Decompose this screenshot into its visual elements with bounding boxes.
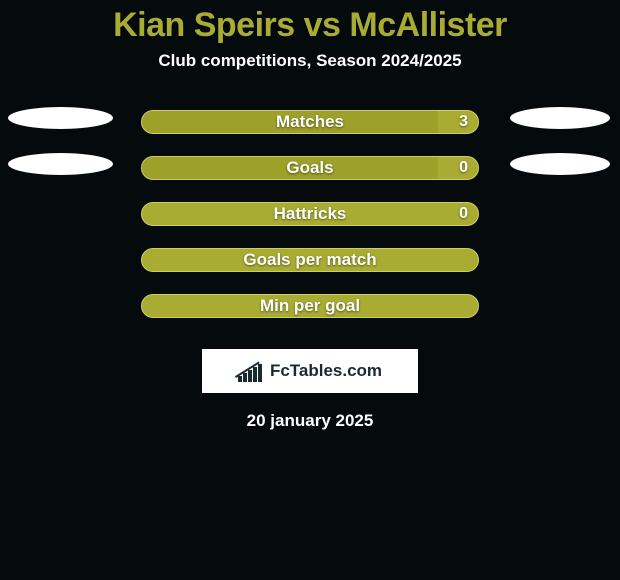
player-b-name: McAllister [349, 6, 507, 44]
player-b-ellipse [510, 153, 610, 175]
stat-value: 0 [459, 205, 468, 223]
date-line: 20 january 2025 [0, 411, 620, 431]
player-a-ellipse [8, 107, 113, 129]
stat-label: Min per goal [260, 296, 360, 316]
stat-label: Matches [276, 112, 344, 132]
stat-value: 0 [459, 159, 468, 177]
stat-row: Matches 3 [0, 99, 620, 145]
stat-bar: Goals 0 [141, 156, 479, 180]
stat-row: Goals 0 [0, 145, 620, 191]
logo-text: FcTables.com [270, 361, 382, 381]
stat-bar: Goals per match [141, 248, 479, 272]
stat-label: Hattricks [274, 204, 347, 224]
stat-label: Goals per match [243, 250, 376, 270]
vs-separator: vs [304, 6, 341, 44]
stat-row: Hattricks 0 [0, 191, 620, 237]
stat-label: Goals [286, 158, 333, 178]
subtitle: Club competitions, Season 2024/2025 [0, 51, 620, 71]
page-title: Kian Speirs vs McAllister [0, 0, 620, 45]
player-a-name: Kian Speirs [113, 6, 295, 44]
stat-bar: Matches 3 [141, 110, 479, 134]
stat-bar: Hattricks 0 [141, 202, 479, 226]
comparison-chart: Matches 3 Goals 0 Hattricks 0 Goals per match M… [0, 99, 620, 329]
player-a-ellipse [8, 153, 113, 175]
stat-row: Min per goal [0, 283, 620, 329]
player-b-ellipse [510, 107, 610, 129]
stat-value: 3 [459, 113, 468, 131]
logo-bar-icon [238, 360, 264, 382]
stat-row: Goals per match [0, 237, 620, 283]
logo-box: FcTables.com [202, 349, 418, 393]
stat-bar: Min per goal [141, 294, 479, 318]
